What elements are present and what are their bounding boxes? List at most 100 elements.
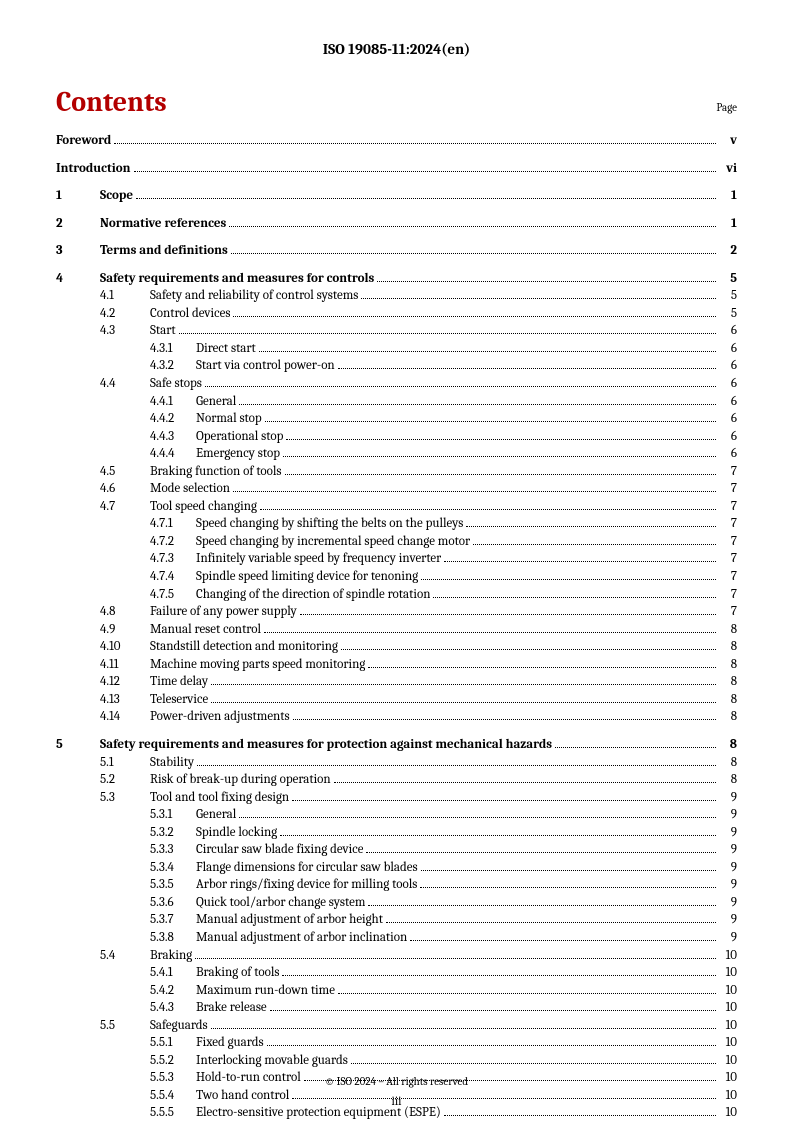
toc-entry[interactable]: 5.4.3Brake release10 <box>56 999 737 1017</box>
toc-entry[interactable]: 4.8Failure of any power supply7 <box>56 603 737 621</box>
toc-entry[interactable]: 4.11Machine moving parts speed monitorin… <box>56 656 737 674</box>
toc-title: Emergency stop <box>196 445 280 463</box>
toc-entry[interactable]: 4.7.2Speed changing by incremental speed… <box>56 533 737 551</box>
toc-entry[interactable]: 4.7.4Spindle speed limiting device for t… <box>56 568 737 586</box>
toc-entry[interactable]: 4.12Time delay8 <box>56 673 737 691</box>
toc-entry[interactable]: 4.7.5Changing of the direction of spindl… <box>56 586 737 604</box>
toc-entry[interactable]: 4.5Braking function of tools7 <box>56 463 737 481</box>
toc-leader <box>285 474 716 475</box>
toc-entry[interactable]: 4.3Start6 <box>56 322 737 340</box>
toc-entry[interactable]: 4.4.2Normal stop6 <box>56 410 737 428</box>
toc-entry[interactable]: 4.4.3Operational stop6 <box>56 428 737 446</box>
toc-title: Fixed guards <box>196 1034 264 1052</box>
toc-entry[interactable]: 4.7.1Speed changing by shifting the belt… <box>56 515 737 533</box>
toc-number: 4.4.1 <box>150 393 196 411</box>
toc-number: 4.10 <box>100 638 150 656</box>
toc-number: 4.5 <box>100 463 150 481</box>
toc-number: 4.9 <box>100 621 150 639</box>
toc-title: Brake release <box>196 999 267 1017</box>
toc-entry[interactable]: 4Safety requirements and measures for co… <box>56 270 737 288</box>
toc-number: 5.4.1 <box>150 964 196 982</box>
toc-entry[interactable]: 4.2Control devices5 <box>56 305 737 323</box>
toc-entry[interactable]: 5.3.6Quick tool/arbor change system9 <box>56 894 737 912</box>
toc-entry[interactable]: 5.4.1Braking of tools10 <box>56 964 737 982</box>
toc-page: 8 <box>719 691 737 709</box>
toc-entry[interactable]: 5.3.2Spindle locking9 <box>56 824 737 842</box>
toc-number: 4.4.3 <box>150 428 196 446</box>
toc-entry[interactable]: 2Normative references1 <box>56 215 737 233</box>
toc-leader <box>283 456 716 457</box>
toc-title: Operational stop <box>196 428 283 446</box>
toc-number: 4.7.3 <box>150 550 196 568</box>
toc-entry[interactable]: 5.4.2Maximum run-down time10 <box>56 982 737 1000</box>
toc-entry[interactable]: 4.9Manual reset control8 <box>56 621 737 639</box>
toc-title: Manual adjustment of arbor height <box>196 911 383 929</box>
toc-leader <box>231 253 716 254</box>
toc-entry[interactable]: 4.1Safety and reliability of control sys… <box>56 287 737 305</box>
toc-page: 8 <box>719 754 737 772</box>
toc-title: Arbor rings/fixing device for milling to… <box>196 876 417 894</box>
toc-leader <box>233 316 716 317</box>
toc-leader <box>292 800 716 801</box>
toc-title: Circular saw blade fixing device <box>196 841 363 859</box>
toc-title: Stability <box>150 754 194 772</box>
toc-entry[interactable]: 3Terms and definitions2 <box>56 242 737 260</box>
toc-entry[interactable]: 5.4Braking10 <box>56 947 737 965</box>
toc-leader <box>270 1010 716 1011</box>
toc-entry[interactable]: 5.3.3Circular saw blade fixing device9 <box>56 841 737 859</box>
toc-leader <box>233 491 716 492</box>
toc-entry[interactable]: 5.5Safeguards10 <box>56 1017 737 1035</box>
toc-title: Spindle speed limiting device for tenoni… <box>196 568 418 586</box>
toc-number: 4.7.5 <box>150 586 196 604</box>
toc-entry[interactable]: 4.13Teleservice8 <box>56 691 737 709</box>
toc-title: Normative references <box>100 215 226 233</box>
toc-leader <box>239 404 716 405</box>
toc-entry[interactable]: 4.4.4Emergency stop6 <box>56 445 737 463</box>
toc-entry[interactable]: 5.3.5Arbor rings/fixing device for milli… <box>56 876 737 894</box>
toc-title: Speed changing by incremental speed chan… <box>196 533 470 551</box>
toc-page: 1 <box>719 215 737 233</box>
toc-number: 5.1 <box>100 754 150 772</box>
toc-entry[interactable]: 5.3.1General9 <box>56 806 737 824</box>
toc-title: Braking function of tools <box>150 463 282 481</box>
toc-entry[interactable]: 5.2Risk of break-up during operation8 <box>56 771 737 789</box>
toc-title: Mode selection <box>150 480 230 498</box>
toc-title: Safety and reliability of control system… <box>150 287 358 305</box>
toc-title: Terms and definitions <box>100 242 228 260</box>
toc-entry[interactable]: 5.3.7Manual adjustment of arbor height9 <box>56 911 737 929</box>
toc-leader <box>260 509 716 510</box>
toc-entry[interactable]: 4.14Power-driven adjustments8 <box>56 708 737 726</box>
toc-entry[interactable]: 5.5.2Interlocking movable guards10 <box>56 1052 737 1070</box>
toc-title: Flange dimensions for circular saw blade… <box>196 859 418 877</box>
toc-entry[interactable]: 4.4Safe stops6 <box>56 375 737 393</box>
toc-page: 6 <box>719 322 737 340</box>
toc-entry[interactable]: 4.4.1General6 <box>56 393 737 411</box>
toc-page: 9 <box>719 789 737 807</box>
toc-entry[interactable]: 5.1Stability 8 <box>56 754 737 772</box>
toc-title: Safety requirements and measures for pro… <box>100 736 552 754</box>
toc-entry[interactable]: Forewordv <box>56 132 737 150</box>
toc-entry[interactable]: 5.3.4Flange dimensions for circular saw … <box>56 859 737 877</box>
toc-leader <box>473 544 716 545</box>
toc-entry[interactable]: 4.3.1Direct start6 <box>56 340 737 358</box>
toc-title: Manual adjustment of arbor inclination <box>196 929 407 947</box>
toc-title: Safety requirements and measures for con… <box>100 270 374 288</box>
toc-page: 6 <box>719 410 737 428</box>
toc-entry[interactable]: 4.7.3Infinitely variable speed by freque… <box>56 550 737 568</box>
toc-title: General <box>196 393 236 411</box>
toc-entry[interactable]: 4.3.2Start via control power-on6 <box>56 357 737 375</box>
toc-page: 9 <box>719 911 737 929</box>
toc-entry[interactable]: 5.3Tool and tool fixing design9 <box>56 789 737 807</box>
toc-leader <box>334 782 716 783</box>
toc-entry[interactable]: 5.3.8Manual adjustment of arbor inclinat… <box>56 929 737 947</box>
toc-leader <box>421 579 716 580</box>
toc-entry[interactable]: 5Safety requirements and measures for pr… <box>56 736 737 754</box>
toc-entry[interactable]: 4.10Standstill detection and monitoring8 <box>56 638 737 656</box>
toc-entry[interactable]: 4.7Tool speed changing7 <box>56 498 737 516</box>
toc-entry[interactable]: 1Scope1 <box>56 187 737 205</box>
toc-number: 4.7 <box>100 498 150 516</box>
toc-entry[interactable]: 4.6Mode selection7 <box>56 480 737 498</box>
toc-leader <box>410 940 716 941</box>
toc-entry[interactable]: Introductionvi <box>56 160 737 178</box>
toc-entry[interactable]: 5.5.1Fixed guards10 <box>56 1034 737 1052</box>
